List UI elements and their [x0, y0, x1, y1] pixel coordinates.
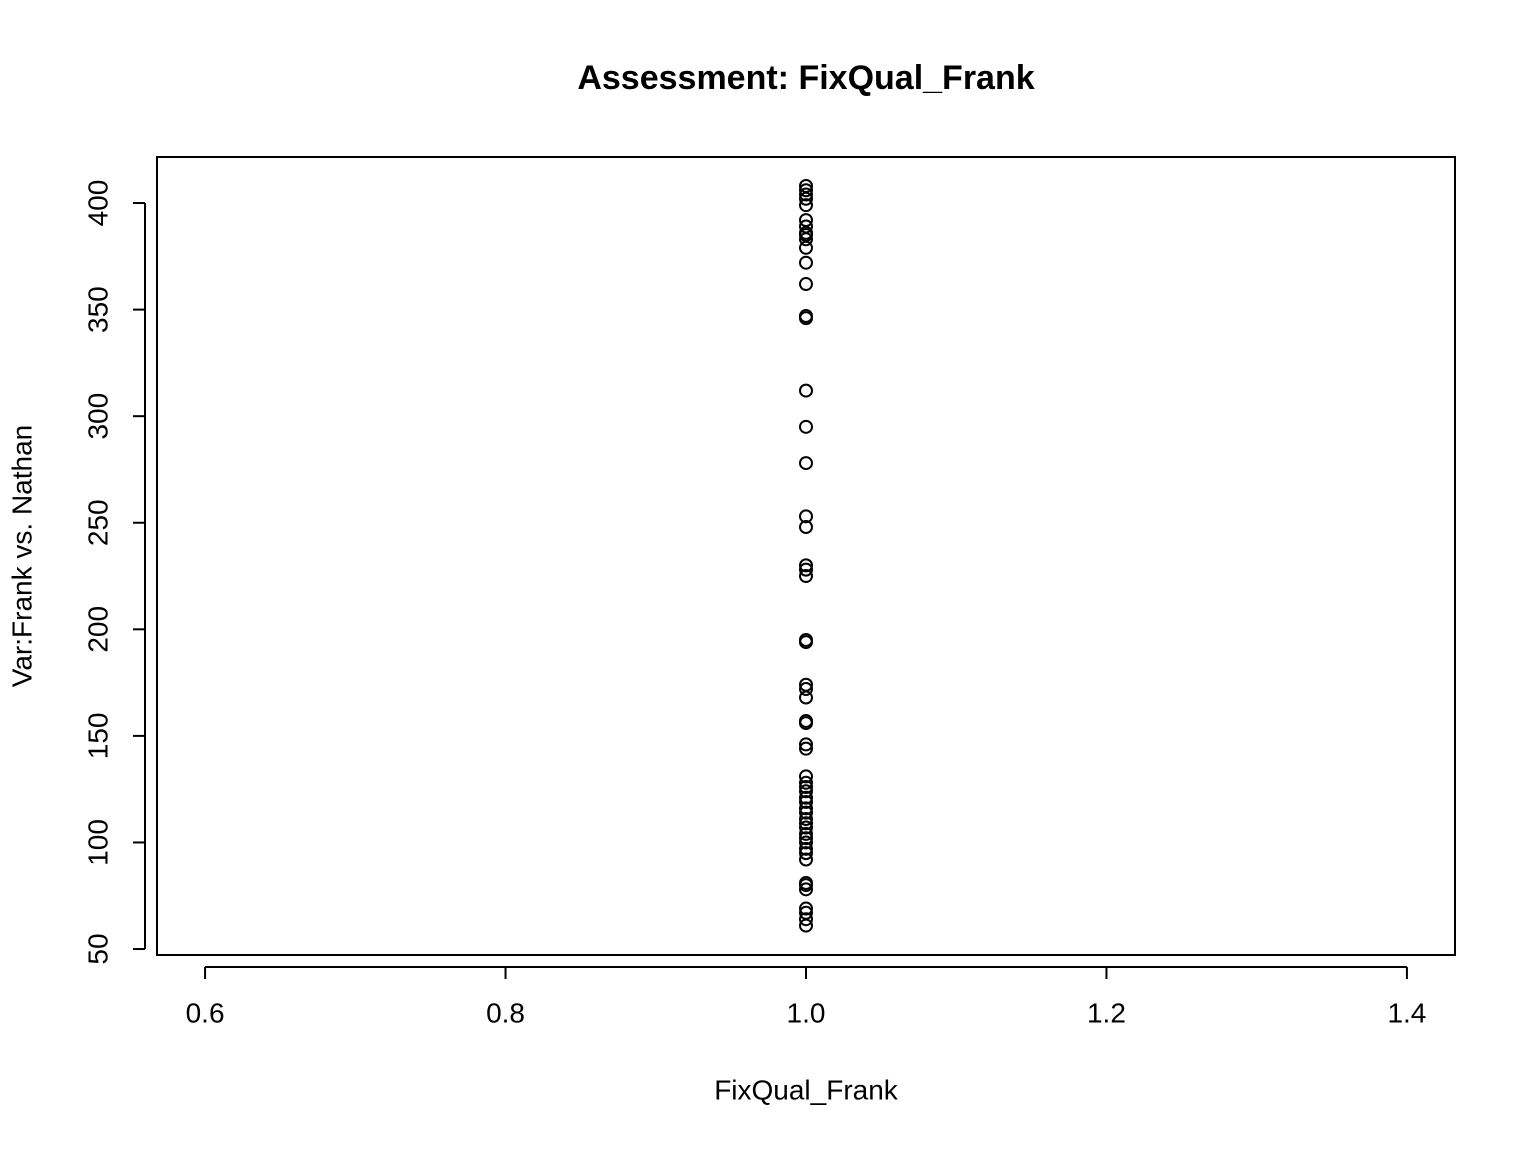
point [799, 255, 813, 270]
point [799, 882, 813, 897]
y-tick-label: 350 [82, 286, 113, 333]
x-tick-label: 1.2 [1087, 997, 1126, 1028]
point [799, 794, 813, 809]
point [799, 801, 813, 816]
y-tick-label: 400 [82, 180, 113, 227]
point [799, 311, 813, 326]
point [799, 846, 813, 861]
point [799, 240, 813, 255]
point [799, 852, 813, 867]
point [799, 187, 813, 202]
point [799, 569, 813, 584]
x-tick-label: 0.8 [486, 997, 525, 1028]
point [799, 784, 813, 799]
point [799, 769, 813, 784]
x-axis-label: FixQual_Frank [714, 1074, 899, 1105]
point [799, 901, 813, 916]
y-tick-label: 250 [82, 499, 113, 546]
y-tick-label: 100 [82, 819, 113, 866]
point [799, 805, 813, 820]
point [799, 419, 813, 434]
y-tick-label: 50 [82, 933, 113, 964]
point [799, 878, 813, 893]
point [799, 456, 813, 471]
point [799, 383, 813, 398]
point [799, 277, 813, 292]
x-tick-label: 1.0 [787, 997, 826, 1028]
x-tick-label: 0.6 [186, 997, 225, 1028]
x-tick-label: 1.4 [1387, 997, 1426, 1028]
point [799, 737, 813, 752]
point [799, 183, 813, 198]
point [799, 509, 813, 524]
point [799, 816, 813, 831]
point [799, 690, 813, 705]
point [799, 831, 813, 846]
point [799, 841, 813, 856]
point [799, 232, 813, 247]
point [799, 635, 813, 650]
point [799, 741, 813, 756]
y-tick-label: 300 [82, 393, 113, 440]
point [799, 912, 813, 927]
point [799, 790, 813, 805]
point [799, 198, 813, 213]
point [799, 558, 813, 573]
point [799, 191, 813, 206]
point [799, 835, 813, 850]
point [799, 820, 813, 835]
y-tick-label: 150 [82, 713, 113, 760]
y-tick-label: 200 [82, 606, 113, 653]
point [799, 826, 813, 841]
point [799, 716, 813, 731]
point [799, 780, 813, 795]
point [799, 775, 813, 790]
point [799, 520, 813, 535]
point [799, 812, 813, 827]
point [799, 682, 813, 696]
y-axis-label: Var:Frank vs. Nathan [6, 425, 37, 687]
point [799, 918, 813, 933]
plot-frame [156, 156, 1456, 956]
chart-title: Assessment: FixQual_Frank [577, 59, 1034, 97]
point [799, 562, 813, 577]
